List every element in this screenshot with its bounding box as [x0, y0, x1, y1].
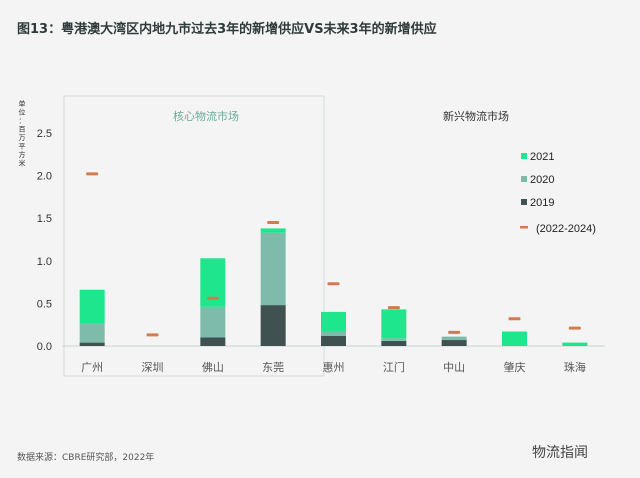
bar-2020: [441, 336, 467, 341]
y-axis-label-char: 平: [19, 143, 26, 151]
bar-2021: [381, 309, 407, 339]
y-tick-label: 2.5: [37, 128, 52, 140]
bar-2021: [79, 289, 105, 323]
bar-2019: [260, 305, 286, 346]
marker-2022-2024: [267, 220, 280, 224]
bar-2019: [321, 335, 346, 346]
marker-2022-2024: [206, 296, 219, 300]
legend-label-2019: 2019: [530, 197, 554, 209]
bar-2019: [200, 337, 226, 346]
y-tick-label: 0.0: [37, 341, 52, 353]
y-axis-label-char: 方: [19, 150, 26, 159]
bar-2019: [79, 342, 105, 346]
legend-swatch-2020: [521, 176, 527, 182]
bar-2020: [79, 322, 105, 343]
x-tick-label: 佛山: [202, 361, 224, 374]
group-label-emerging: 新兴物流市场: [443, 109, 509, 123]
marker-2022-2024: [448, 330, 461, 334]
y-tick-label: 2.0: [37, 171, 52, 183]
x-tick-label: 珠海: [564, 360, 586, 374]
x-tick-label: 中山: [443, 361, 465, 374]
y-axis-label-char: 百: [19, 126, 26, 134]
group-label-core: 核心物流市场: [173, 109, 239, 123]
x-tick-label: 深圳: [142, 361, 164, 374]
x-tick-label: 肇庆: [504, 360, 526, 374]
bar-2019: [381, 340, 407, 346]
legend-label-2020: 2020: [530, 174, 554, 186]
x-tick-label: 惠州: [323, 360, 345, 374]
bar-2019: [441, 340, 467, 346]
bar-2020: [381, 338, 407, 341]
legend-swatch-2021: [521, 153, 527, 159]
y-axis-label-char: ：: [19, 117, 26, 125]
marker-2022-2024: [327, 282, 340, 286]
y-axis-label-char: 万: [19, 134, 26, 142]
marker-2022-2024: [146, 333, 159, 337]
bar-2020: [260, 232, 286, 306]
core-market-box: [63, 95, 325, 377]
legend-label-marker: (2022-2024): [536, 223, 596, 235]
bar-2021: [260, 228, 286, 233]
marker-2022-2024: [86, 172, 99, 176]
y-axis-label-char: 米: [19, 159, 26, 168]
legend-swatch-2019: [521, 199, 527, 205]
y-tick-label: 1.0: [37, 256, 52, 268]
marker-2022-2024: [568, 326, 581, 330]
y-tick-label: 0.5: [37, 298, 52, 310]
marker-2022-2024: [508, 317, 521, 321]
bar-2020: [321, 331, 346, 336]
legend-swatch-marker: [520, 226, 528, 229]
source-note: 数据来源：CBRE研究部，2022年: [17, 453, 155, 463]
chart-title: 图13：粤港澳大湾区内地九市过去3年的新增供应VS未来3年的新增供应: [17, 22, 437, 37]
marker-2022-2024: [387, 306, 400, 310]
x-tick-label: 东莞: [262, 361, 284, 374]
legend-label-2021: 2021: [530, 151, 554, 163]
bar-2020: [200, 306, 226, 338]
y-axis-label-char: 单: [19, 99, 26, 108]
y-tick-label: 1.5: [37, 213, 52, 225]
y-axis-label-char: 位: [19, 108, 26, 117]
bar-2021: [502, 331, 527, 346]
x-tick-label: 江门: [383, 360, 405, 374]
bar-2021: [562, 342, 588, 346]
x-tick-label: 广州: [81, 361, 103, 374]
bar-2021: [321, 311, 346, 332]
brand-watermark: 物流指闻: [532, 445, 588, 461]
